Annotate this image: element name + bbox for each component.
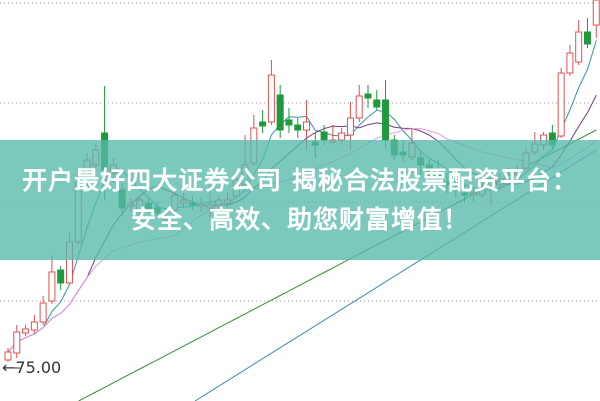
candle-body (22, 328, 30, 334)
candle-body (285, 119, 293, 126)
candle-body (13, 331, 21, 354)
price-marker-label: 75.00 (15, 358, 62, 377)
candle-body (303, 121, 311, 131)
candle-body (276, 94, 284, 131)
candle-body (30, 321, 38, 331)
candle-body (575, 31, 583, 63)
candle-body (267, 74, 275, 123)
candle-body (566, 52, 574, 74)
candle-body (4, 351, 12, 361)
candle-body (583, 31, 591, 45)
banner-line-2: 安全、高效、助您财富增值！ (130, 205, 469, 234)
banner-line-1: 开户最好四大证券公司 揭秘合法股票配资平台： (22, 166, 578, 195)
candle-body (259, 121, 267, 127)
candle-body (355, 95, 363, 119)
candle-body (338, 132, 346, 141)
candle-body (48, 271, 56, 302)
candle-body (557, 72, 565, 137)
price-marker: ←75.00 (2, 358, 61, 378)
candle-body (346, 117, 354, 136)
candle-body (57, 269, 65, 284)
candle-body (364, 93, 372, 99)
candle-body (373, 99, 381, 108)
arrow-left-icon: ← (2, 358, 16, 377)
promo-banner: 开户最好四大证券公司 揭秘合法股票配资平台： 安全、高效、助您财富增值！ (0, 140, 600, 260)
candle-body (39, 302, 47, 323)
candle-body (294, 124, 302, 131)
candle-body (592, 0, 600, 26)
candle-body (320, 131, 328, 141)
candle-body (382, 99, 390, 141)
